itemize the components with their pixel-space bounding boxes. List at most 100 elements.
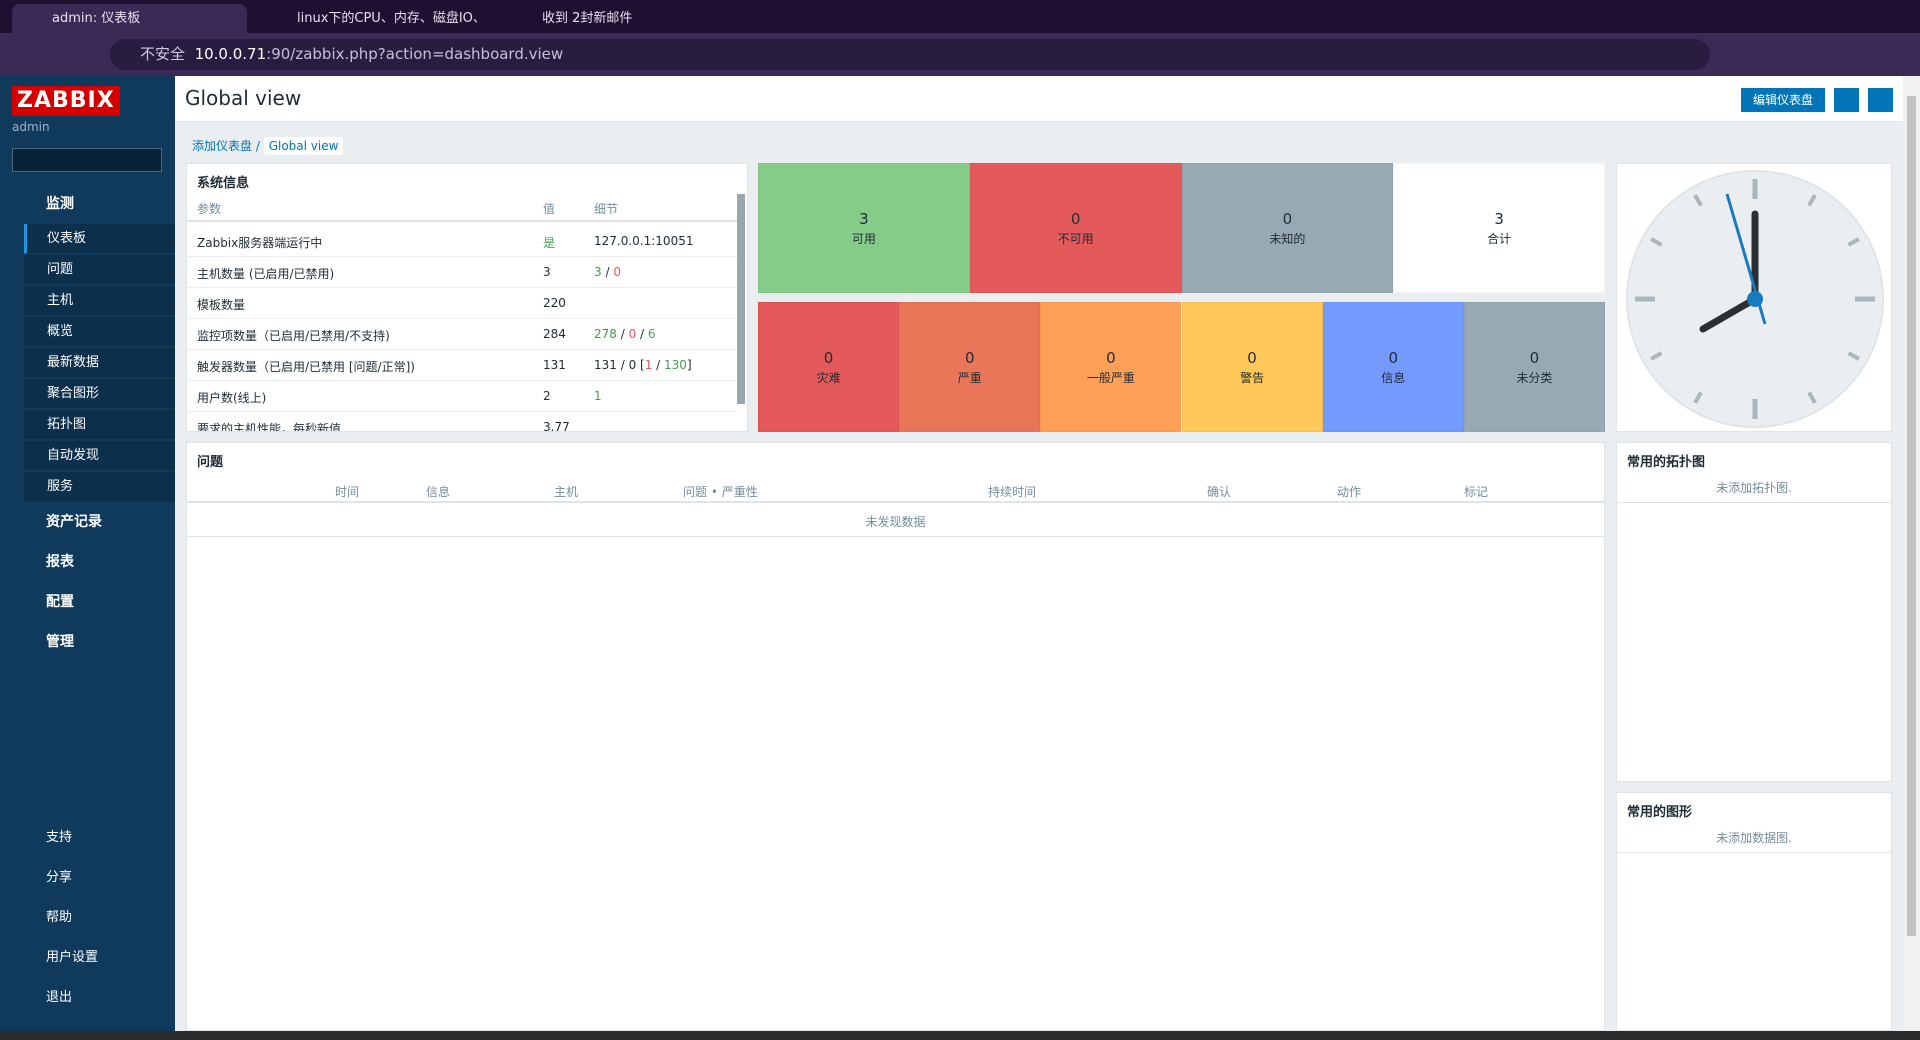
menu-section[interactable]: 监测 xyxy=(46,196,74,212)
row: 要求的主机性能，每秒新值 3.77 xyxy=(187,412,737,432)
menu-section[interactable]: 管理 xyxy=(46,634,74,650)
url-host: 10.0.0.71 xyxy=(194,45,267,63)
detail: 1 xyxy=(594,389,602,403)
param: 触发器数量（已启用/已禁用 [问题/正常]) xyxy=(197,360,415,374)
header-rule xyxy=(187,220,737,222)
status-block[interactable]: 3 可用 xyxy=(758,163,970,293)
column-header: 信息 xyxy=(426,485,451,499)
label: 警告 xyxy=(1240,371,1265,385)
param: 要求的主机性能，每秒新值 xyxy=(197,422,342,432)
label: 未分类 xyxy=(1516,371,1553,385)
details: 127.0.0.1:10051 xyxy=(594,234,693,248)
row: 监控项数量（已启用/已禁用/不支持) 284 278 / 0 / 6 xyxy=(187,319,737,350)
count: 0 xyxy=(823,349,834,367)
menu-item[interactable]: 主机 xyxy=(24,286,175,316)
menu-item[interactable]: 仪表板 xyxy=(24,224,175,254)
crumb[interactable]: Global view xyxy=(263,137,344,155)
tab[interactable]: admin: 仪表板 xyxy=(12,4,247,33)
column-header: 参数 xyxy=(197,202,222,216)
sidebar: ZABBIX admin 监测 仪表板 问题 主机 概览 最新数据 聚合图形 拓扑图 自动发现服… xyxy=(0,76,175,1031)
footer-item[interactable]: 退出 xyxy=(46,990,73,1005)
detail: 131 / 0 [ xyxy=(594,358,645,372)
footer-item[interactable]: 分享 xyxy=(46,870,73,885)
param: 模板数量 xyxy=(197,298,246,312)
detail: 6 xyxy=(647,327,656,341)
status-block[interactable]: 0 不可用 xyxy=(969,163,1182,293)
label: 不可用 xyxy=(1057,232,1094,246)
count: 0 xyxy=(1529,349,1540,367)
edit-button[interactable]: 编辑仪表盘 xyxy=(1741,88,1825,112)
system-info-widget: 系统信息 参数 值 细节 Zabbix服务器端运行中 是 127.0.0.1:10051 主… xyxy=(186,163,748,432)
search[interactable] xyxy=(12,148,162,172)
count: 0 xyxy=(1388,349,1398,367)
clock-widget xyxy=(1616,163,1892,432)
detail: / xyxy=(652,358,665,372)
menu-section[interactable]: 配置 xyxy=(46,594,74,610)
status-block[interactable]: 0 警告 xyxy=(1181,302,1323,432)
menu-item[interactable]: 最新数据 xyxy=(24,348,175,378)
row: 触发器数量（已启用/已禁用 [问题/正常]) 131 131 / 0 [1 / 13… xyxy=(187,350,737,381)
param: Zabbix服务器端运行中 xyxy=(197,236,323,250)
count: 0 xyxy=(1247,349,1257,367)
row: 模板数量 220 xyxy=(187,288,737,319)
menu-item[interactable]: 概览 xyxy=(24,317,175,347)
empty-message: 未发现数据 xyxy=(187,507,1604,537)
widget-title: 系统信息 xyxy=(197,176,250,191)
favorite-graphs: 常用的图形 未添加数据图. xyxy=(1616,792,1892,1031)
label: 合计 xyxy=(1487,232,1512,246)
menu-section[interactable]: 资产记录 xyxy=(46,514,102,530)
status-block[interactable]: 0 一般严重 xyxy=(1040,302,1182,432)
widget-title: 问题 xyxy=(197,455,224,470)
row: 用户数(线上) 2 1 xyxy=(187,381,737,412)
detail: 0 xyxy=(628,327,637,341)
menu-item[interactable]: 拓扑图 xyxy=(24,410,175,440)
url-rest: :90/zabbix.php?action=dashboard.view xyxy=(266,45,564,63)
status-block[interactable]: 0 未分类 xyxy=(1463,302,1605,432)
status-block[interactable]: 3 合计 xyxy=(1393,163,1605,293)
status-block[interactable]: 0 未知的 xyxy=(1181,163,1394,293)
count: 0 xyxy=(1070,210,1081,228)
widget-title: 常用的拓扑图 xyxy=(1627,455,1706,470)
logo[interactable]: ZABBIX xyxy=(12,86,120,116)
empty-message: 未添加数据图. xyxy=(1617,823,1891,853)
menu-item[interactable]: 自动发现 xyxy=(24,441,175,471)
status-block[interactable]: 0 严重 xyxy=(899,302,1041,432)
detail: / xyxy=(616,327,629,341)
tab[interactable]: linux下的CPU、内存、磁盘IO、 xyxy=(297,11,486,26)
menu-section[interactable]: 报表 xyxy=(46,554,74,570)
status-block[interactable]: 0 信息 xyxy=(1322,302,1464,432)
status-block[interactable]: 0 灾难 xyxy=(758,302,900,432)
column-header: 细节 xyxy=(594,202,619,216)
column-header[interactable]: 时间 xyxy=(335,485,360,499)
count: 0 xyxy=(1282,210,1293,228)
url-field[interactable]: 不安全 10.0.0.71:90/zabbix.php?action=dashb… xyxy=(110,39,1710,70)
taskbar xyxy=(0,1031,1920,1040)
menu-item[interactable]: 聚合图形 xyxy=(24,379,175,409)
footer-item[interactable]: 帮助 xyxy=(46,910,73,925)
menu-button[interactable] xyxy=(1834,88,1859,112)
footer-item[interactable]: 用户设置 xyxy=(46,950,99,965)
menu-item[interactable]: 问题 xyxy=(24,255,175,285)
crumb[interactable]: 添加仪表盘 xyxy=(192,139,253,153)
detail: 1 xyxy=(644,358,653,372)
value: 3 xyxy=(543,265,551,279)
favorite-maps: 常用的拓扑图 未添加拓扑图. xyxy=(1616,442,1892,782)
tab[interactable]: 收到 2封新邮件 xyxy=(542,11,633,26)
count: 0 xyxy=(1106,349,1116,367)
column-header: 值 xyxy=(543,202,556,216)
footer-item[interactable]: 支持 xyxy=(46,830,73,845)
page-title: Global view xyxy=(185,86,302,110)
menu-item[interactable]: 服务 xyxy=(24,472,175,502)
detail: 278 xyxy=(594,327,617,341)
detail: / xyxy=(636,327,648,341)
breadcrumb: 添加仪表盘 / Global view xyxy=(192,137,344,155)
scrollbar[interactable] xyxy=(1903,76,1920,1031)
param: 监控项数量（已启用/已禁用/不支持) xyxy=(197,329,390,343)
label: 严重 xyxy=(957,371,982,385)
value: 131 xyxy=(543,358,566,372)
fullscreen-button[interactable] xyxy=(1868,88,1893,112)
details: 1 xyxy=(594,389,602,403)
column-header: 主机 xyxy=(554,485,579,499)
param: 主机数量 (已启用/已禁用) xyxy=(197,267,335,281)
detail: 0 xyxy=(613,265,621,279)
